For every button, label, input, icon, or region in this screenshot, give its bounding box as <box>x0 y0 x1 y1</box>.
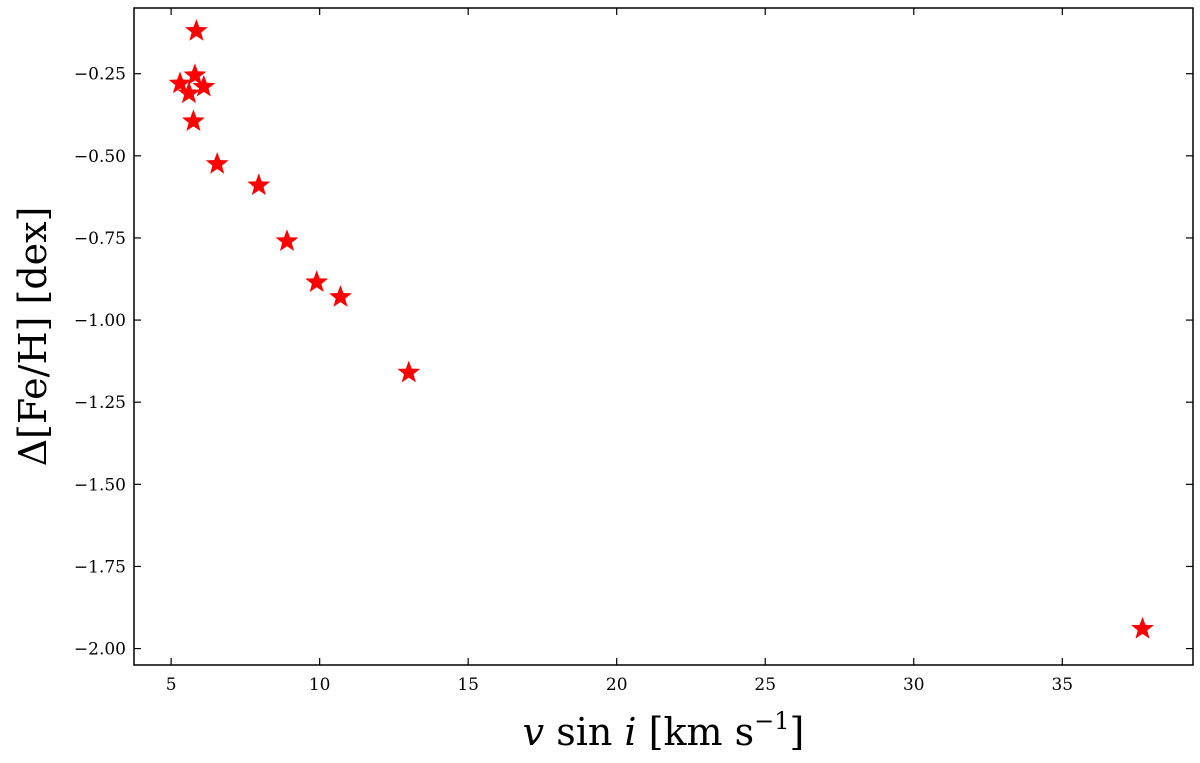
star-marker <box>247 173 271 196</box>
x-tick-label: 20 <box>606 675 628 695</box>
star-marker <box>275 229 299 251</box>
x-label-v: v <box>523 710 545 754</box>
x-label-units: [km s <box>637 710 755 754</box>
star-marker <box>182 109 205 132</box>
x-label-close: ] <box>790 710 805 754</box>
x-tick-label: 30 <box>903 675 925 695</box>
y-tick-label: −0.75 <box>74 229 126 249</box>
y-tick-label: −2.00 <box>74 640 126 660</box>
star-marker <box>397 360 421 383</box>
star-marker <box>177 81 201 104</box>
star-marker <box>329 285 352 307</box>
x-tick-label: 15 <box>457 675 479 695</box>
y-tick-label: −1.75 <box>74 557 126 577</box>
star-marker <box>1131 616 1154 639</box>
x-axis-label: v sin i [km s−1] <box>523 707 805 754</box>
star-marker <box>184 19 208 41</box>
star-marker <box>183 63 207 86</box>
x-label-exponent: −1 <box>754 707 789 735</box>
star-marker <box>205 152 229 174</box>
y-tick-label: −1.50 <box>74 475 126 495</box>
star-marker <box>168 71 192 94</box>
tick-labels: 5 10 15 20 25 30 35 −0.25 −0.50 −0.75 −1.00 −1.25 −1… <box>74 65 1073 695</box>
x-tick-label: 25 <box>754 675 776 695</box>
y-tick-label: −1.00 <box>74 311 126 331</box>
star-marker <box>192 74 216 97</box>
axis-ticks <box>134 8 1193 665</box>
x-label-i: i <box>624 710 636 754</box>
x-tick-label: 35 <box>1051 675 1073 695</box>
x-label-sin: sin <box>544 710 624 754</box>
x-tick-label: 5 <box>166 675 177 695</box>
x-tick-label: 10 <box>309 675 331 695</box>
data-points <box>168 19 1154 639</box>
y-tick-label: −0.50 <box>74 147 126 167</box>
y-tick-label: −1.25 <box>74 393 126 413</box>
plot-frame <box>133 7 1194 666</box>
star-marker <box>305 270 329 293</box>
y-tick-label: −0.25 <box>74 65 126 85</box>
y-axis-label: Δ[Fe/H] [dex] <box>11 207 55 467</box>
